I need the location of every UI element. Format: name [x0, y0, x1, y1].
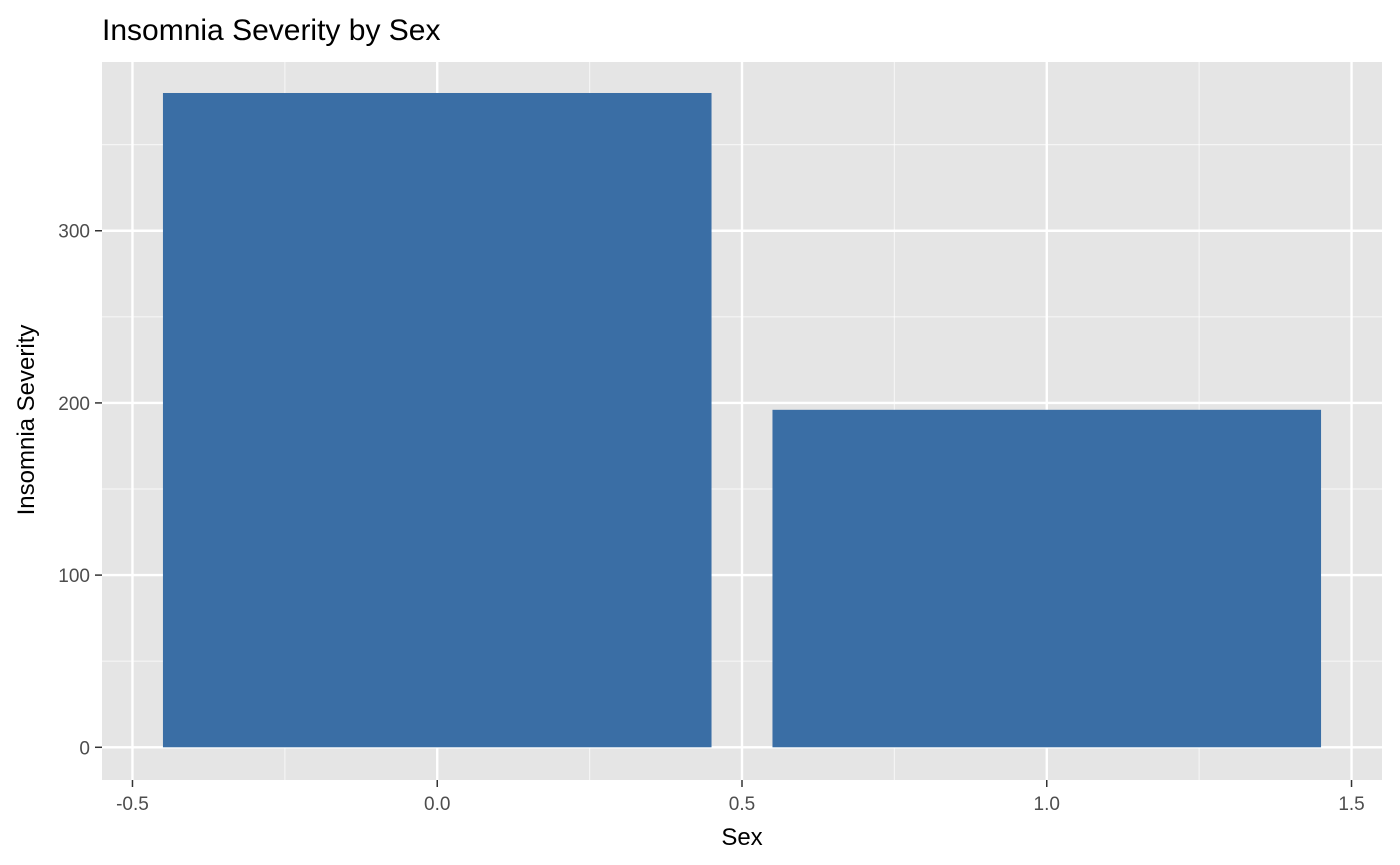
chart-title: Insomnia Severity by Sex	[102, 14, 440, 47]
y-axis-title: Insomnia Severity	[13, 325, 40, 516]
x-axis-ticks: -0.5 0.0 0.5 1.0 1.5	[116, 780, 1365, 815]
x-tick-label: 1.5	[1338, 794, 1364, 815]
y-axis-ticks: 0 100 200 300	[58, 222, 102, 759]
x-tick-label: -0.5	[116, 794, 149, 815]
x-tick-label: 1.0	[1034, 794, 1060, 815]
bar	[772, 409, 1322, 748]
x-axis-title: Sex	[721, 824, 762, 851]
y-tick-label: 0	[79, 738, 90, 759]
x-tick-label: 0.5	[729, 794, 755, 815]
y-tick-label: 300	[58, 222, 90, 243]
y-tick-label: 200	[58, 394, 90, 415]
bar	[162, 92, 712, 748]
x-tick-label: 0.0	[424, 794, 450, 815]
y-tick-label: 100	[58, 566, 90, 587]
bars	[162, 92, 1322, 748]
